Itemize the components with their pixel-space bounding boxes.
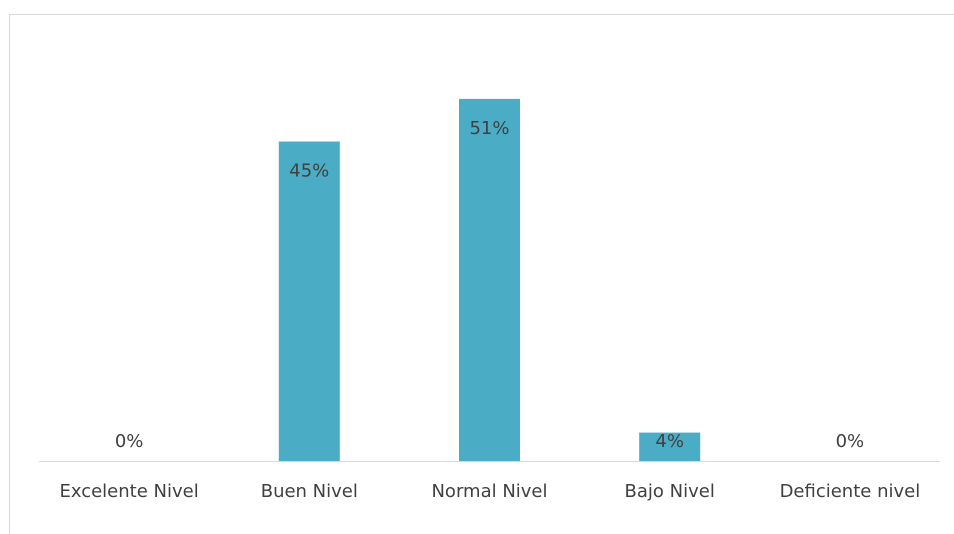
bar-chart: 0% Excelente Nivel 45% Buen Nivel 51% Normal … [39, 98, 940, 502]
category-label-deficiente-nivel: Deficiente nivel [780, 481, 921, 502]
data-label-excelente-nivel: 0% [115, 431, 144, 452]
bar-bajo-nivel [639, 432, 701, 461]
data-label-normal-nivel: 51% [469, 118, 509, 139]
category-label-normal-nivel: Normal Nivel [431, 481, 547, 502]
category-label-buen-nivel: Buen Nivel [261, 481, 358, 502]
data-label-bajo-nivel: 4% [655, 431, 684, 452]
category-label-bajo-nivel: Bajo Nivel [625, 481, 715, 502]
bar-buen-nivel [278, 141, 340, 461]
data-label-deficiente-nivel: 0% [836, 431, 865, 452]
bar-normal-nivel [459, 98, 520, 462]
data-label-buen-nivel: 45% [289, 161, 329, 182]
chart-frame [9, 14, 954, 534]
category-label-excelente-nivel: Excelente Nivel [59, 481, 198, 502]
